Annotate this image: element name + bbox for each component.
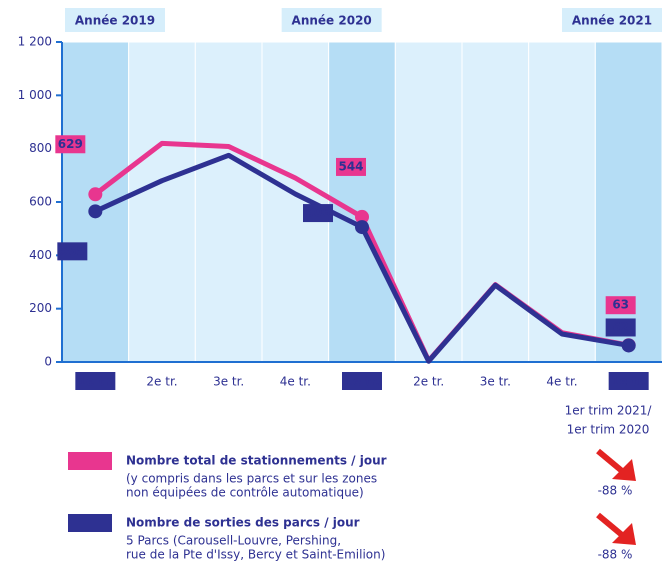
period-label: Année 2021 xyxy=(572,14,652,28)
x-tick-box xyxy=(608,372,649,390)
data-label-box xyxy=(55,135,86,154)
change-value: -88 % xyxy=(598,484,633,498)
data-label-box xyxy=(57,242,88,261)
x-tick-box xyxy=(75,372,116,390)
data-label-box xyxy=(303,204,333,223)
legend-label: Nombre total de stationnements / jour xyxy=(126,454,387,468)
point xyxy=(88,187,103,202)
x-tick-label: 4e tr. xyxy=(280,375,311,389)
period-label: Année 2020 xyxy=(292,14,372,28)
comparison-label: 1er trim 2020 xyxy=(567,423,650,437)
y-tick-label: 600 xyxy=(29,195,52,209)
data-label: 565 xyxy=(60,244,85,258)
data-label-box xyxy=(336,157,366,176)
data-label-box xyxy=(605,318,636,337)
legend-note: rue de la Pte d'Issy, Bercy et Saint-Emi… xyxy=(126,548,385,562)
y-tick-label: 0 xyxy=(44,355,52,369)
data-label: 629 xyxy=(58,137,83,151)
data-label: 544 xyxy=(338,159,363,173)
arrow-head xyxy=(612,459,636,481)
legend-swatch xyxy=(68,514,112,532)
legend-note: non équipées de contrôle automatique) xyxy=(126,486,364,500)
legend-note: 5 Parcs (Carousell-Louvre, Pershing, xyxy=(126,534,341,548)
x-tick-label: 4e tr. xyxy=(546,375,577,389)
arrow-shaft xyxy=(596,512,624,538)
point xyxy=(355,209,369,224)
column-band xyxy=(194,41,263,363)
column-band xyxy=(528,41,596,363)
y-tick-label: 1 000 xyxy=(18,88,52,102)
arrow-head xyxy=(612,523,636,545)
period-label: Année 2019 xyxy=(75,14,155,28)
x-tick-label: 1e tr. xyxy=(344,375,379,389)
x-tick-label: 2e tr. xyxy=(413,375,444,389)
period-box xyxy=(562,8,662,32)
x-tick-box xyxy=(342,372,382,390)
data-label: 62 xyxy=(612,320,629,334)
period-box xyxy=(281,8,382,32)
data-label-box xyxy=(605,296,636,315)
x-tick-label: 1e tr. xyxy=(611,375,646,389)
y-tick-label: 200 xyxy=(29,301,52,315)
legend-note: (y compris dans les parcs et sur les zon… xyxy=(126,472,377,486)
data-label: 63 xyxy=(612,298,629,312)
comparison-label: 1er trim 2021/ xyxy=(565,404,653,418)
x-tick-label: 3e tr. xyxy=(213,375,244,389)
period-box xyxy=(65,8,165,32)
y-tick-label: 400 xyxy=(29,248,52,262)
point xyxy=(355,220,369,235)
x-tick-label: 2e tr. xyxy=(146,375,177,389)
legend-swatch xyxy=(68,452,112,470)
point xyxy=(621,338,636,353)
y-tick-label: 1 200 xyxy=(18,35,52,49)
point xyxy=(88,204,103,219)
data-label: 506 xyxy=(305,206,330,220)
legend-label: Nombre de sorties des parcs / jour xyxy=(126,516,360,530)
arrow-shaft xyxy=(596,448,624,474)
column-band xyxy=(261,41,330,363)
column-band xyxy=(128,41,196,363)
y-tick-label: 800 xyxy=(29,141,52,155)
x-tick-label: 1e tr. xyxy=(78,375,113,389)
change-value: -88 % xyxy=(598,548,633,562)
x-tick-label: 3e tr. xyxy=(480,375,511,389)
